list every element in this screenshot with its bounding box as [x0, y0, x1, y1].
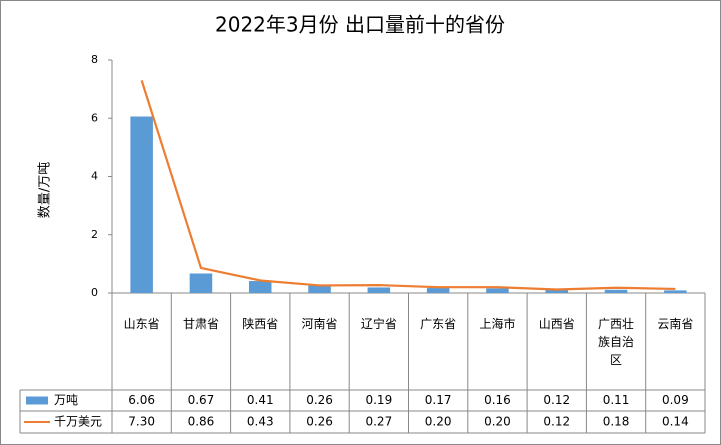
table-value: 0.26: [306, 393, 333, 407]
chart-title: 2022年3月份 出口量前十的省份: [215, 13, 505, 37]
y-tick-label: 6: [91, 111, 98, 124]
bar: [367, 287, 391, 293]
x-tick-label-box: 甘肃省: [182, 317, 219, 331]
x-tick-label: 甘肃省: [182, 317, 219, 331]
x-tick-label-box: 陕西省: [242, 317, 279, 331]
x-tick-label: 广西壮族自治区: [598, 317, 635, 367]
table-value: 0.20: [425, 415, 452, 429]
x-tick-label: 山西省: [538, 317, 575, 331]
y-tick-label: 8: [91, 53, 98, 66]
x-tick-label-box: 上海市: [479, 317, 516, 331]
x-tick-label-box: 云南省: [657, 317, 694, 331]
bar: [248, 281, 272, 293]
x-tick-label: 云南省: [657, 317, 694, 331]
bar: [308, 285, 331, 293]
table-value: 0.41: [247, 393, 274, 407]
bar: [426, 288, 450, 293]
table-value: 0.14: [662, 415, 689, 429]
table-value: 0.67: [188, 393, 215, 407]
bar: [486, 288, 509, 293]
table-value: 0.27: [365, 415, 392, 429]
x-tick-label: 广东省: [420, 317, 457, 331]
table-value: 0.16: [484, 393, 511, 407]
y-tick-label: 2: [91, 228, 98, 241]
table-value: 6.06: [128, 393, 155, 407]
table-value: 0.11: [603, 393, 630, 407]
table-value: 0.09: [662, 393, 689, 407]
x-tick-label: 辽宁省: [360, 317, 397, 331]
table-value: 0.17: [425, 393, 452, 407]
table-value: 0.18: [603, 415, 630, 429]
table-value: 0.19: [365, 393, 392, 407]
table-value: 0.20: [484, 415, 511, 429]
table-value: 7.30: [128, 415, 155, 429]
bar: [545, 289, 569, 293]
table-value: 0.86: [188, 415, 215, 429]
x-tick-label: 陕西省: [242, 317, 279, 331]
x-tick-label: 河南省: [301, 317, 338, 331]
y-tick-label: 0: [91, 286, 98, 299]
legend-key: [26, 396, 48, 405]
legend-label: 万吨: [54, 393, 78, 407]
bar: [130, 116, 153, 293]
x-tick-label-box: 河南省: [301, 317, 338, 331]
legend-label: 千万美元: [54, 415, 102, 429]
table-value: 0.26: [306, 415, 333, 429]
y-axis-title: 数量/万吨: [38, 162, 53, 218]
bar: [189, 273, 213, 293]
x-tick-label-box: 山东省: [123, 317, 160, 331]
x-tick-label-box: 广东省: [420, 317, 457, 331]
x-tick-label-box: 广西壮族自治区: [598, 317, 635, 367]
bar: [604, 289, 628, 293]
x-tick-label: 上海市: [479, 317, 516, 331]
x-tick-label-box: 山西省: [538, 317, 575, 331]
table-value: 0.43: [247, 415, 274, 429]
table-value: 0.12: [543, 393, 570, 407]
y-tick-label: 4: [91, 170, 98, 183]
line: [140, 80, 676, 291]
x-tick-label-box: 辽宁省: [360, 317, 397, 331]
x-tick-label: 山东省: [123, 317, 160, 331]
bar: [664, 290, 687, 293]
table-value: 0.12: [543, 415, 570, 429]
